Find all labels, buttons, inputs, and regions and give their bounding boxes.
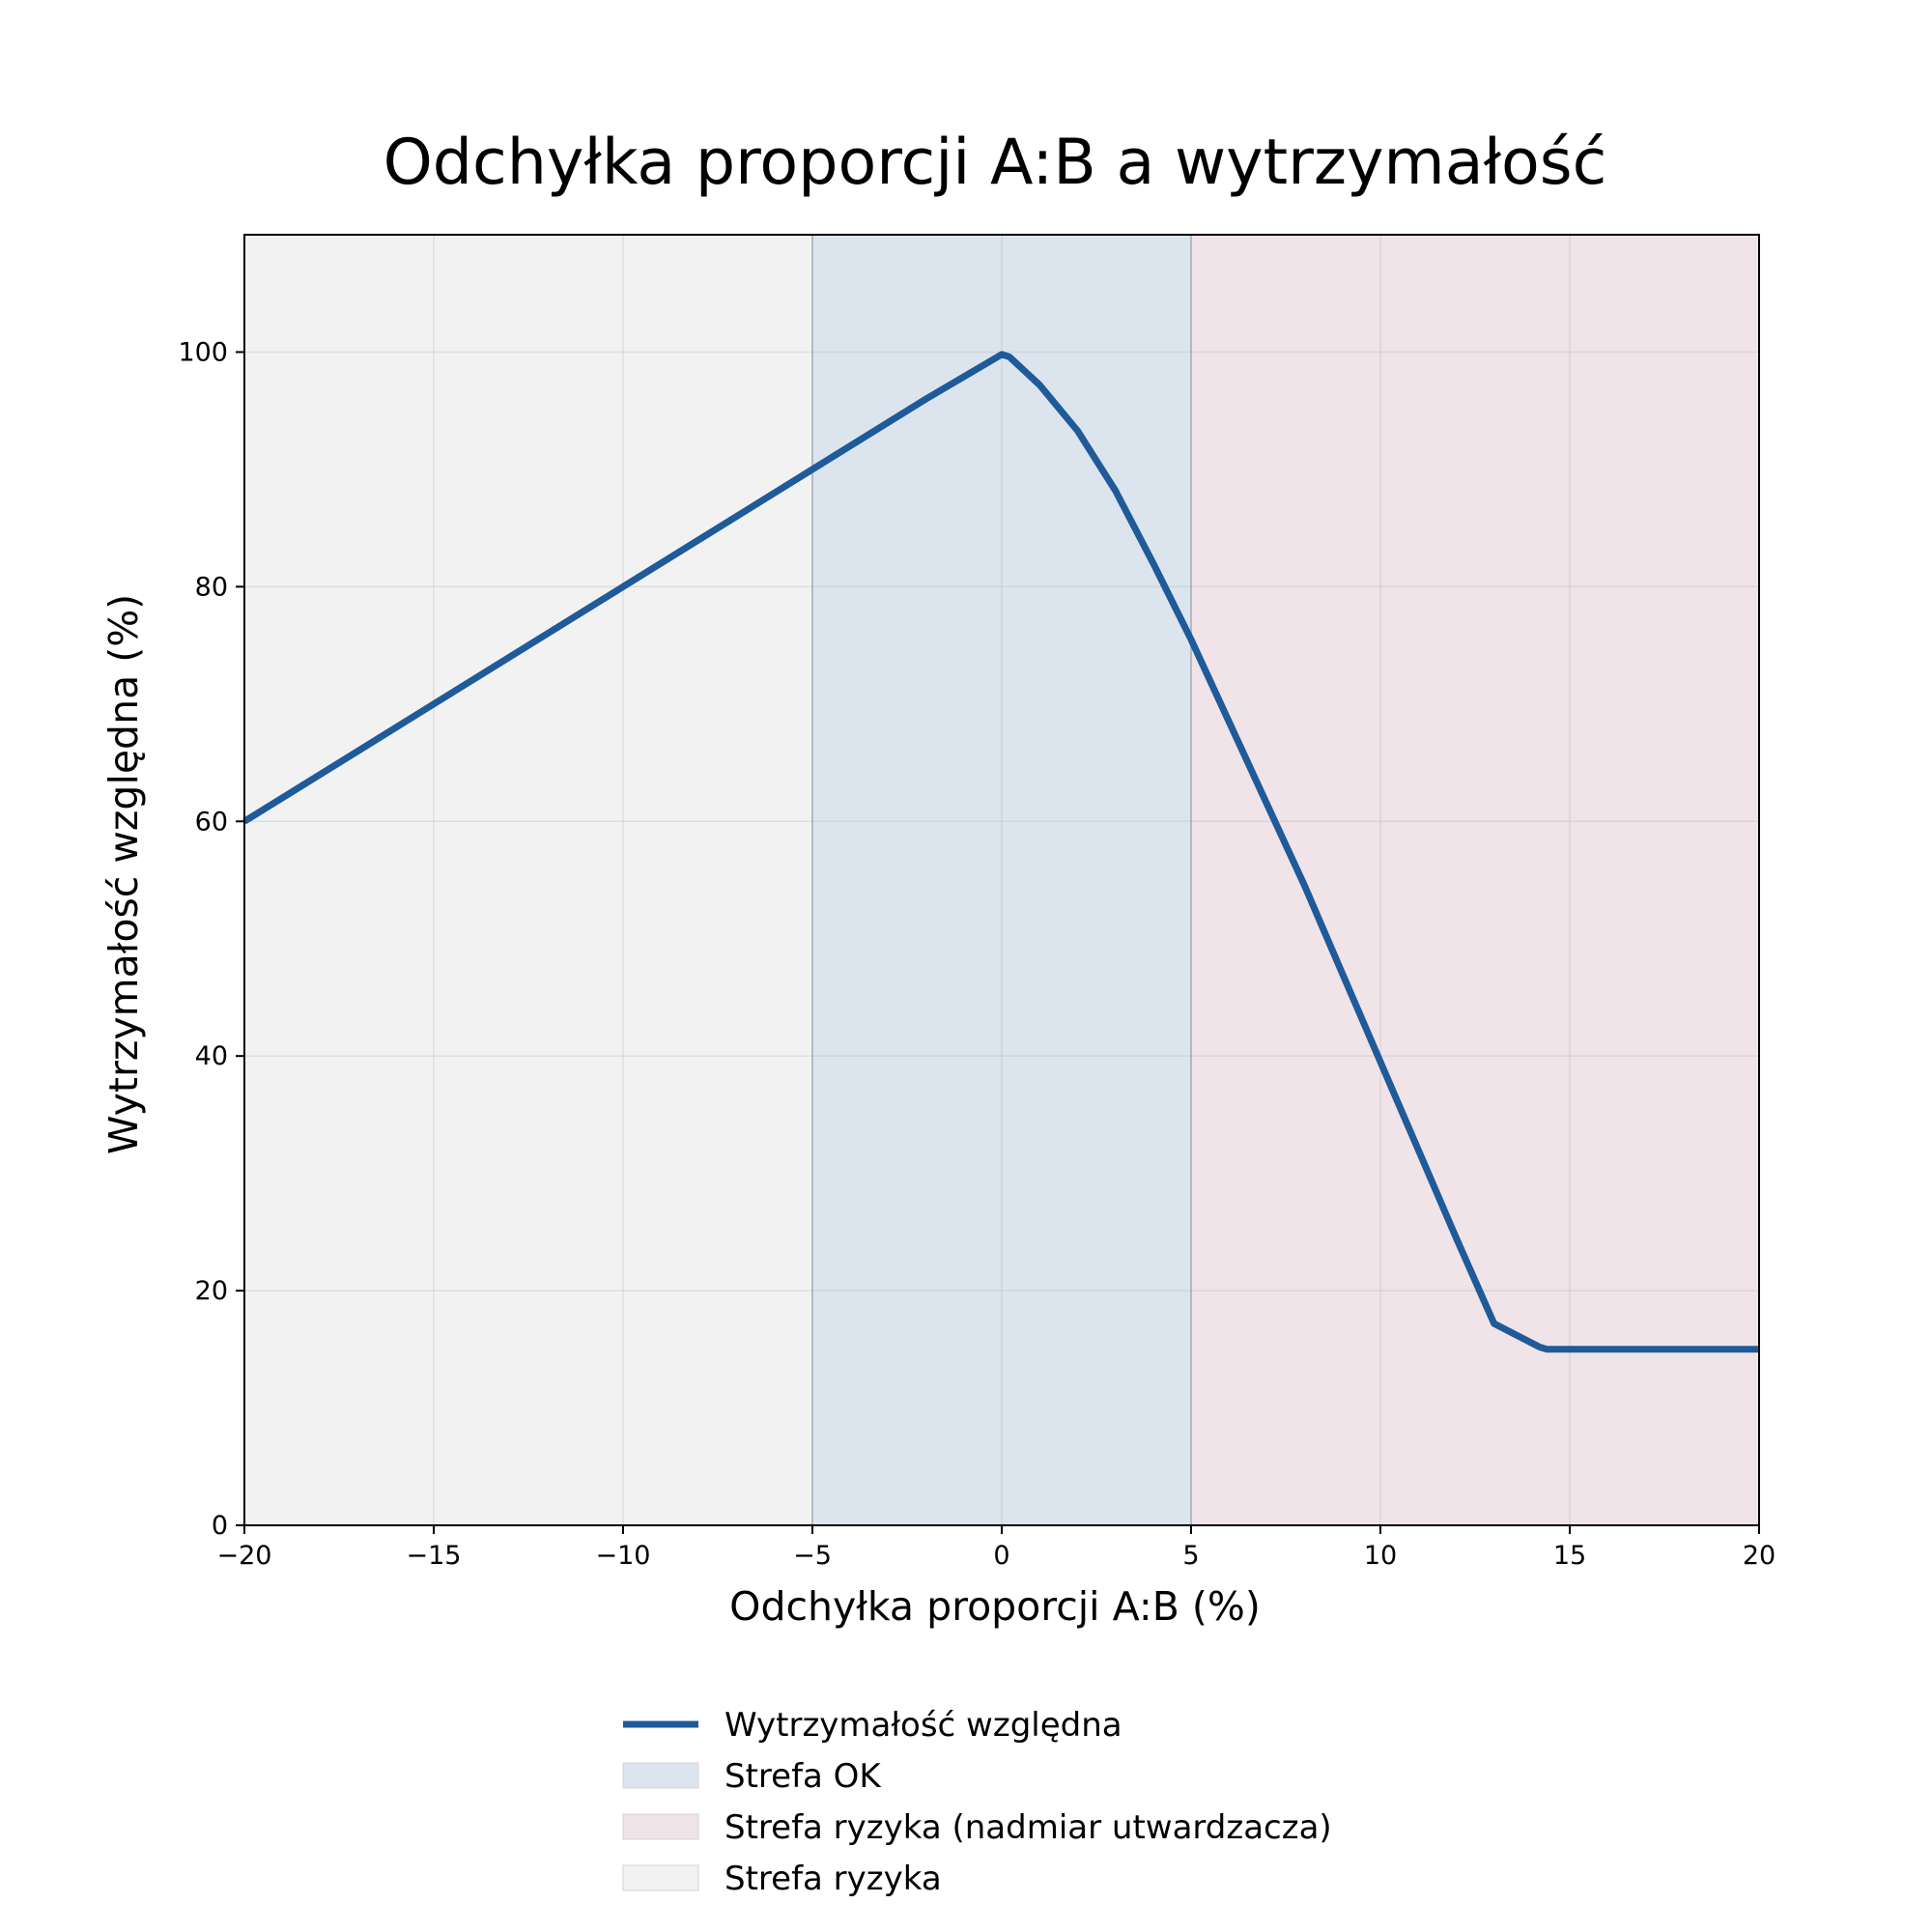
zone-strefa-ryzyka-nadmiar-utwardzacza [1191, 235, 1759, 1525]
y-tick-label: 80 [195, 572, 228, 602]
x-tick-label: −10 [596, 1541, 651, 1571]
x-axis-label: Odchyłka proporcji A:B (%) [729, 1583, 1261, 1630]
zone-strefa-ryzyka [244, 235, 812, 1525]
x-tick-label: 5 [1182, 1541, 1199, 1571]
x-tick-label: 20 [1743, 1541, 1776, 1571]
legend-label: Wytrzymałość względna [724, 1706, 1122, 1745]
chart-title: Odchyłka proporcji A:B a wytrzymałość [384, 127, 1607, 199]
legend-label: Strefa OK [724, 1757, 882, 1796]
ticks-layer: −20 −15 −10 −5 0 5 10 15 20 0 20 40 60 80 100 [178, 337, 1776, 1571]
legend-item-strefa-ok: Strefa OK [622, 1757, 882, 1796]
y-tick-label: 20 [195, 1276, 228, 1306]
legend-label: Strefa ryzyka [724, 1860, 942, 1898]
x-tick-label: 0 [993, 1541, 1009, 1571]
legend-item-wytrzymalosc-wzgledna: Wytrzymałość względna [623, 1706, 1122, 1745]
series-layer [242, 351, 1759, 1353]
x-tick-label: 15 [1553, 1541, 1586, 1571]
x-tick-label: −15 [407, 1541, 462, 1571]
legend-patch-swatch [622, 1762, 699, 1789]
legend-label: Strefa ryzyka (nadmiar utwardzacza) [724, 1808, 1332, 1847]
series-line-wytrzymalosc-wzgledna [242, 351, 1759, 1353]
zones-layer [244, 235, 1759, 1525]
y-tick-label: 60 [195, 807, 228, 837]
legend: Wytrzymałość względna Strefa OK Strefa ryz… [622, 1706, 1332, 1898]
legend-item-strefa-ryzyka-nadmiar-utwardzacza: Strefa ryzyka (nadmiar utwardzacza) [622, 1808, 1332, 1847]
x-tick-label: 10 [1364, 1541, 1397, 1571]
x-tick-label: −20 [217, 1541, 272, 1571]
y-tick-label: 100 [178, 337, 228, 367]
y-tick-label: 40 [195, 1041, 228, 1071]
zone-strefa-ok [812, 235, 1191, 1525]
legend-item-strefa-ryzyka: Strefa ryzyka [622, 1860, 942, 1898]
y-axis-label: Wytrzymałość względna (%) [100, 594, 147, 1154]
y-tick-label: 0 [212, 1511, 228, 1541]
x-tick-label: −5 [793, 1541, 832, 1571]
legend-patch-swatch [622, 1813, 699, 1840]
legend-patch-swatch [622, 1864, 699, 1891]
